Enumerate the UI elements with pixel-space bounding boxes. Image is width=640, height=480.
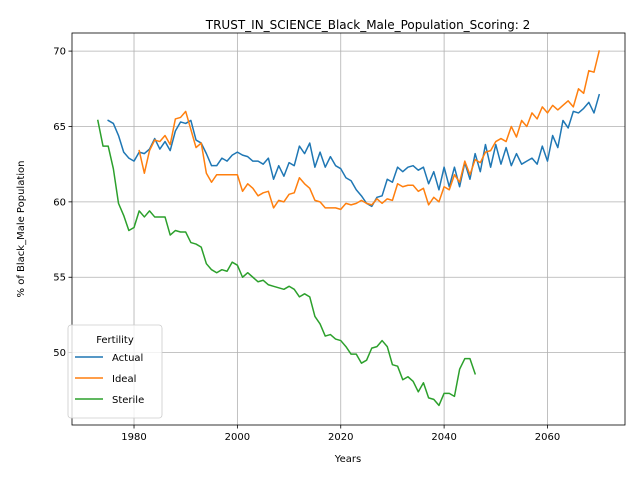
legend-entry-actual: Actual — [112, 353, 143, 364]
x-tick-label: 2060 — [535, 432, 560, 443]
series-layer — [96, 50, 601, 407]
y-axis-title: % of Black_Male Population — [16, 161, 27, 298]
grid-lines — [72, 33, 625, 425]
y-tick-label: 65 — [53, 122, 66, 133]
chart-title: TRUST_IN_SCIENCE_Black_Male_Population_S… — [205, 18, 530, 32]
legend-box — [67, 324, 163, 419]
y-tick-label: 60 — [53, 197, 66, 208]
legend-title: Fertility — [96, 335, 134, 346]
y-tick-label: 50 — [53, 348, 66, 359]
y-tick-label: 70 — [53, 47, 66, 58]
legend-entry-ideal: Ideal — [112, 374, 136, 385]
series-line-sterile — [96, 119, 477, 407]
legend-entry-sterile: Sterile — [112, 395, 144, 406]
x-tick-label: 2040 — [431, 432, 456, 443]
x-tick-label: 2020 — [328, 432, 353, 443]
legend: Fertility Actual Ideal Sterile — [67, 324, 163, 419]
y-tick-label: 55 — [53, 273, 66, 284]
series-line-actual — [107, 93, 601, 208]
x-axis-title: Years — [334, 454, 361, 465]
x-axis: 1980 2000 2020 2040 2060 — [121, 425, 560, 443]
plot-frame — [71, 32, 626, 426]
x-tick-label: 1980 — [121, 432, 146, 443]
series-line-ideal — [138, 50, 601, 211]
x-tick-label: 2000 — [225, 432, 250, 443]
